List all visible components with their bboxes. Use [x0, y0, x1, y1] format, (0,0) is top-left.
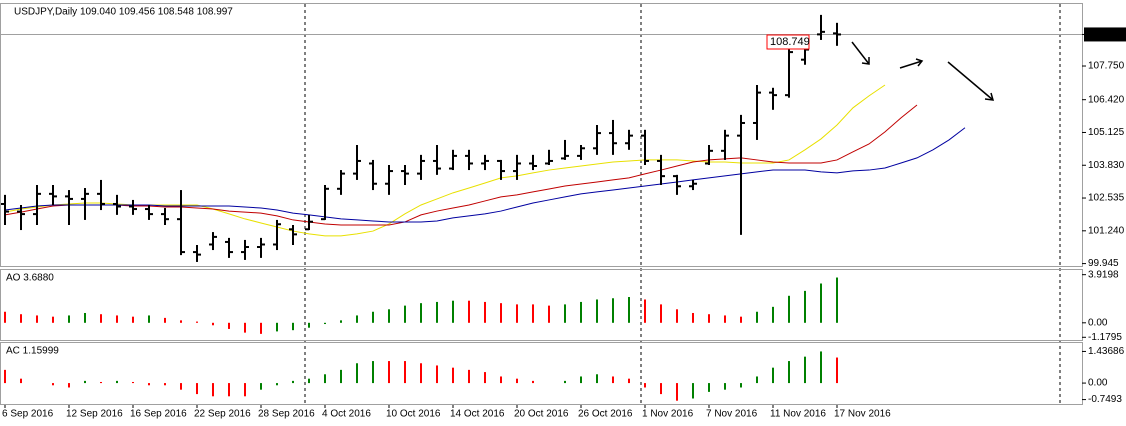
y-tick-label: -1.1795	[1088, 332, 1122, 343]
y-tick-label: 1.43686	[1088, 346, 1125, 357]
moving-average-line	[4, 127, 966, 223]
panel-frame	[0, 269, 1083, 341]
price-label-box	[766, 34, 810, 50]
panel-title: USDJPY,Daily 109.040 109.456 108.548 108…	[14, 7, 233, 18]
x-tick-label: 17 Nov 2016	[834, 409, 891, 420]
y-tick-label: 106.420	[1088, 94, 1125, 105]
x-tick-label: 28 Sep 2016	[258, 409, 315, 420]
panel-frame	[0, 3, 1083, 267]
y-tick-label: 107.750	[1088, 61, 1125, 72]
y-tick-label: 0.00	[1088, 317, 1108, 328]
x-tick-label: 26 Oct 2016	[578, 409, 633, 420]
x-tick-label: 6 Sep 2016	[2, 409, 54, 420]
x-tick-label: 1 Nov 2016	[642, 409, 694, 420]
y-tick-label: 103.830	[1088, 160, 1125, 171]
x-tick-label: 22 Sep 2016	[194, 409, 251, 420]
x-tick-label: 16 Sep 2016	[130, 409, 187, 420]
y-tick-label: 102.535	[1088, 193, 1125, 204]
panel-title: AC 1.15999	[6, 346, 59, 357]
x-tick-label: 12 Sep 2016	[66, 409, 123, 420]
moving-average-line	[4, 104, 918, 226]
y-tick-label: 3.9198	[1088, 269, 1119, 280]
panel-title: AO 3.6880	[6, 273, 54, 284]
x-tick-label: 7 Nov 2016	[706, 409, 758, 420]
price-label: 108.749	[770, 36, 810, 48]
panel-frame	[0, 342, 1083, 405]
y-tick-label: 0.00	[1088, 378, 1108, 389]
drawn-arrows	[851, 41, 995, 101]
y-tick-label: 99.945	[1088, 258, 1119, 269]
x-tick-label: 10 Oct 2016	[386, 409, 441, 420]
y-tick-label: -0.7493	[1088, 394, 1122, 405]
y-tick-label: 108.997	[1088, 29, 1125, 40]
x-tick-label: 4 Oct 2016	[322, 409, 371, 420]
x-tick-label: 20 Oct 2016	[514, 409, 569, 420]
x-tick-label: 14 Oct 2016	[450, 409, 505, 420]
current-price-box	[1084, 27, 1126, 42]
y-tick-label: 105.125	[1088, 127, 1125, 138]
x-tick-label: 11 Nov 2016	[770, 409, 826, 420]
y-tick-label: 101.240	[1088, 225, 1125, 236]
